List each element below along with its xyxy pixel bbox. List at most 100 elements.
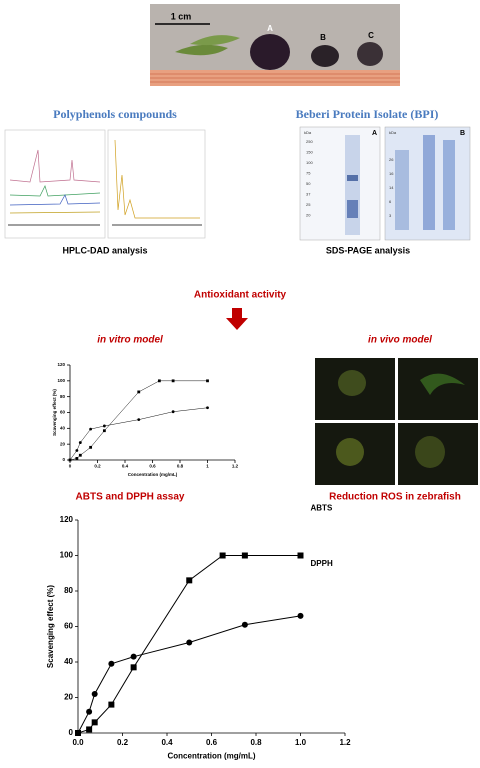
marker [75,449,79,452]
marker [206,406,209,410]
x-tick-label: 1.0 [295,738,307,747]
x-tick-label: 0.4 [122,464,129,469]
gel-marker: 16 [389,171,394,176]
x-tick-label: 1.2 [339,738,351,747]
y-tick-label: 100 [57,378,65,383]
x-tick-label: 0.6 [206,738,218,747]
y-axis-label: Scavenging effect (%) [46,585,55,668]
gel-unit: kDa [389,130,397,135]
y-tick-label: 100 [60,551,74,560]
marker [68,458,72,462]
gel-marker: 37 [306,192,311,197]
scale-label: 1 cm [171,11,192,21]
marker [102,424,106,428]
marker [78,441,82,444]
x-tick-label: 0.6 [149,464,156,469]
gel-marker: 26 [389,157,394,162]
marker [108,660,115,667]
caption: SDS-PAGE analysis [326,245,410,255]
marker [219,552,226,559]
marker [157,379,161,383]
y-axis-label: Scavenging effect (%) [52,389,57,436]
marker [91,719,98,726]
gel-label: B [460,130,465,137]
sds-page-gels [299,126,471,241]
y-tick-label: 120 [57,362,65,367]
marker [171,410,175,414]
x-tick-label: 0.2 [94,464,101,469]
gel-marker: 14 [389,185,394,190]
photo-label: A [267,24,273,33]
marker [86,708,93,715]
marker [186,639,193,646]
gel-unit: kDa [304,130,312,135]
marker [75,730,81,736]
x-tick-label: 0.2 [117,738,129,747]
marker [89,445,93,449]
y-tick-label: 80 [64,586,73,595]
marker [86,726,93,733]
gel-marker: 150 [306,150,313,155]
y-tick-label: 40 [60,426,66,431]
gel-marker: 3 [389,213,392,218]
x-tick-label: 1 [206,464,209,469]
marker [137,418,141,422]
y-tick-label: 80 [60,394,66,399]
hplc-chromatograms [4,129,206,239]
gel-marker: 100 [306,160,313,165]
marker [75,457,79,460]
gel-marker: 6 [389,199,392,204]
x-axis-label: Concentration (mg/mL) [168,751,256,760]
gel-marker: 75 [306,171,311,176]
gel-label: A [372,130,377,137]
y-tick-label: 60 [60,410,66,415]
x-tick-label: 0.4 [161,738,173,747]
y-tick-label: 120 [60,515,74,524]
series-label: ABTS [311,504,333,513]
section-title: Beberi Protein Isolate (BPI) [296,107,439,121]
gel-marker: 25 [306,202,311,207]
activity-title: Antioxidant activity [194,290,287,301]
marker [297,552,304,559]
marker [130,653,137,660]
marker [78,453,82,457]
model-title: in vivo model [368,335,432,346]
x-tick-label: 0.8 [177,464,184,469]
marker [241,552,248,559]
marker [89,427,93,431]
series-line [77,615,301,734]
zebrafish-images [315,358,478,485]
marker [91,690,98,697]
marker [206,379,209,383]
marker [171,379,175,383]
marker [241,621,248,628]
gel-marker: 20 [306,213,311,218]
model-title: in vitro model [97,335,163,346]
gel-marker: 50 [306,181,311,186]
series-label: DPPH [311,559,333,568]
y-tick-label: 40 [64,657,73,666]
fruit-photo [150,4,400,86]
x-tick-label: 1.2 [232,464,239,469]
arrow [226,308,248,330]
photo-label: B [320,33,326,42]
marker [102,429,106,433]
x-tick-label: 0.0 [72,738,84,747]
y-tick-label: 60 [64,622,73,631]
marker [108,701,115,708]
x-tick-label: 0.8 [250,738,262,747]
photo-label: C [368,31,374,40]
marker [186,577,193,584]
gel-marker: 250 [306,139,313,144]
marker [297,612,304,619]
caption: ABTS and DPPH assay [76,492,185,503]
marker [130,664,137,671]
caption: HPLC-DAD analysis [62,245,147,255]
caption: Reduction ROS in zebrafish [329,492,461,503]
series-line [69,407,208,461]
y-tick-label: 20 [64,693,73,702]
y-tick-label: 0 [69,728,74,737]
x-axis-label: Concentration (mg/mL) [128,472,178,477]
y-tick-label: 20 [60,441,66,446]
